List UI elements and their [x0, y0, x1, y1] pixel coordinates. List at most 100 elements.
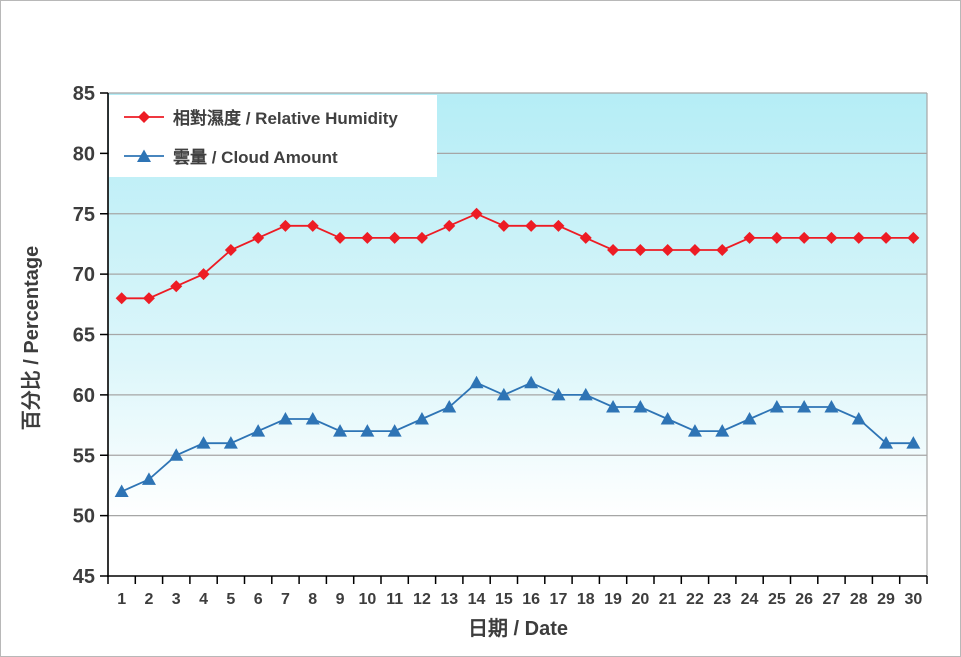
series-1-data-point-marker — [278, 412, 293, 425]
series-0-data-point-marker — [306, 219, 319, 232]
x-tick-label: 17 — [550, 591, 568, 608]
series-1-group — [114, 375, 921, 497]
series-1-data-point-marker — [387, 424, 402, 437]
series-0-data-point-marker — [798, 231, 811, 244]
x-tick-label: 19 — [604, 591, 622, 608]
series-1-data-point-marker — [333, 424, 348, 437]
x-tick-label: 12 — [413, 591, 431, 608]
series-1-data-point-marker — [496, 387, 511, 401]
x-tick-label: 27 — [823, 591, 841, 608]
x-tick-label: 9 — [336, 591, 345, 608]
x-tick-label: 4 — [199, 591, 208, 608]
series-1-data-point-marker — [797, 399, 812, 413]
x-tick-label: 26 — [795, 591, 813, 608]
y-axis-title: 百分比 / Percentage — [21, 245, 43, 431]
series-1-data-point-marker — [769, 399, 784, 413]
y-tick-label: 65 — [73, 325, 95, 347]
series-0-data-point-marker — [334, 231, 347, 244]
x-tick-label: 16 — [522, 591, 540, 608]
series-0-data-point-marker — [634, 243, 647, 256]
series-0-data-point-marker — [252, 231, 265, 244]
series-0-data-point-marker — [142, 292, 155, 305]
x-tick-label: 2 — [144, 591, 153, 608]
series-0-data-point-marker — [907, 231, 920, 244]
y-tick-label: 85 — [73, 83, 95, 105]
series-0-data-point-marker — [224, 243, 237, 256]
series-0-data-point-marker — [607, 243, 620, 256]
legend-label-relative-humidity: 相對濕度 / Relative Humidity — [173, 109, 398, 128]
series-0-data-point-marker — [579, 231, 592, 244]
series-0-data-point-marker — [443, 219, 456, 232]
series-1-data-point-marker — [223, 436, 238, 449]
y-tick-label: 75 — [73, 204, 95, 226]
x-tick-label: 22 — [686, 591, 704, 608]
data-series — [114, 207, 921, 497]
series-1-data-point-marker — [824, 399, 839, 413]
x-tick-label: 15 — [495, 591, 513, 608]
series-1-data-point-marker — [633, 399, 648, 413]
series-0-data-point-marker — [197, 268, 210, 281]
series-0-data-point-marker — [770, 231, 783, 244]
x-tick-label: 29 — [877, 591, 895, 608]
y-tick-label: 45 — [73, 566, 95, 588]
x-tick-label: 21 — [659, 591, 677, 608]
x-tick-label: 28 — [850, 591, 868, 608]
y-tick-label: 80 — [73, 143, 95, 165]
series-0-group — [115, 207, 920, 305]
series-0-data-point-marker — [552, 219, 565, 232]
series-0-data-point-marker — [716, 243, 729, 256]
x-tick-label: 20 — [631, 591, 649, 608]
series-1-data-point-marker — [360, 424, 375, 437]
series-0-data-point-marker — [852, 231, 865, 244]
series-0-data-point-marker — [115, 292, 128, 305]
series-1-data-point-marker — [524, 375, 539, 389]
gridlines — [108, 92, 928, 576]
series-0-data-point-marker — [279, 219, 292, 232]
x-axis-title: 日期 / Date — [467, 618, 569, 640]
series-1-data-point-marker — [687, 424, 702, 437]
series-1-data-point-marker — [469, 375, 484, 389]
series-1-data-point-marker — [196, 436, 211, 449]
y-tick-label: 50 — [73, 506, 95, 528]
series-1-data-point-marker — [251, 424, 266, 437]
x-tick-label: 18 — [577, 591, 595, 608]
legend-item-cloud-amount: 雲量 / Cloud Amount — [123, 143, 437, 168]
series-0-data-point-marker — [497, 219, 510, 232]
series-1-data-point-marker — [606, 399, 621, 413]
series-1-data-point-marker — [114, 484, 129, 497]
x-tick-label: 5 — [226, 591, 235, 608]
series-0-data-point-marker — [880, 231, 893, 244]
axes — [100, 92, 928, 584]
x-tick-label: 6 — [254, 591, 263, 608]
x-tick-label: 3 — [172, 591, 181, 608]
series-1-data-point-marker — [715, 424, 730, 437]
series-1-data-point-marker — [879, 436, 894, 449]
x-tick-label: 1 — [117, 591, 126, 608]
y-tick-label: 55 — [73, 445, 95, 467]
series-1-data-point-marker — [742, 412, 757, 425]
series-0-data-point-marker — [470, 207, 483, 220]
series-0-data-point-marker — [525, 219, 538, 232]
series-0-data-point-marker — [661, 243, 674, 256]
blue-triangle-marker-icon — [124, 149, 164, 162]
series-1-data-point-marker — [851, 412, 866, 425]
x-tick-label: 30 — [904, 591, 922, 608]
series-1-data-point-marker — [551, 387, 566, 401]
x-tick-label: 10 — [358, 591, 376, 608]
series-0-data-point-marker — [388, 231, 401, 244]
series-0-data-point-marker — [825, 231, 838, 244]
x-tick-label: 14 — [468, 591, 486, 608]
series-1-data-point-marker — [141, 472, 156, 485]
series-1-data-point-marker — [660, 412, 675, 425]
legend-item-relative-humidity: 相對濕度 / Relative Humidity — [123, 104, 437, 129]
series-1-data-point-marker — [578, 387, 593, 401]
y-tick-label: 60 — [73, 385, 95, 407]
x-tick-label: 13 — [440, 591, 458, 608]
x-tick-label: 11 — [386, 591, 403, 608]
series-0-data-point-marker — [415, 231, 428, 244]
series-1-data-point-marker — [305, 412, 320, 425]
series-0-data-point-marker — [170, 280, 183, 293]
series-1-data-point-marker — [906, 436, 921, 449]
